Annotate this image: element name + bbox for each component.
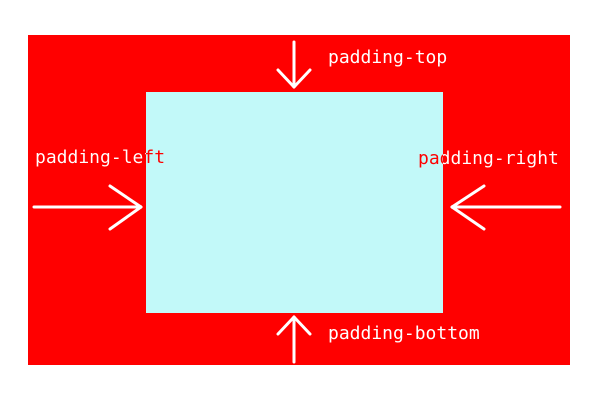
content-area [146,92,443,313]
padding-left-label: padding-left [35,147,166,168]
arrow-up-icon [276,315,312,364]
arrow-down-icon [276,40,312,89]
padding-top-label: padding-top [328,47,448,68]
arrow-left-icon [450,184,562,231]
arrow-right-icon [32,184,143,231]
padding-bottom-label: padding-bottom [328,323,480,344]
padding-right-label: padding-right [418,148,559,169]
